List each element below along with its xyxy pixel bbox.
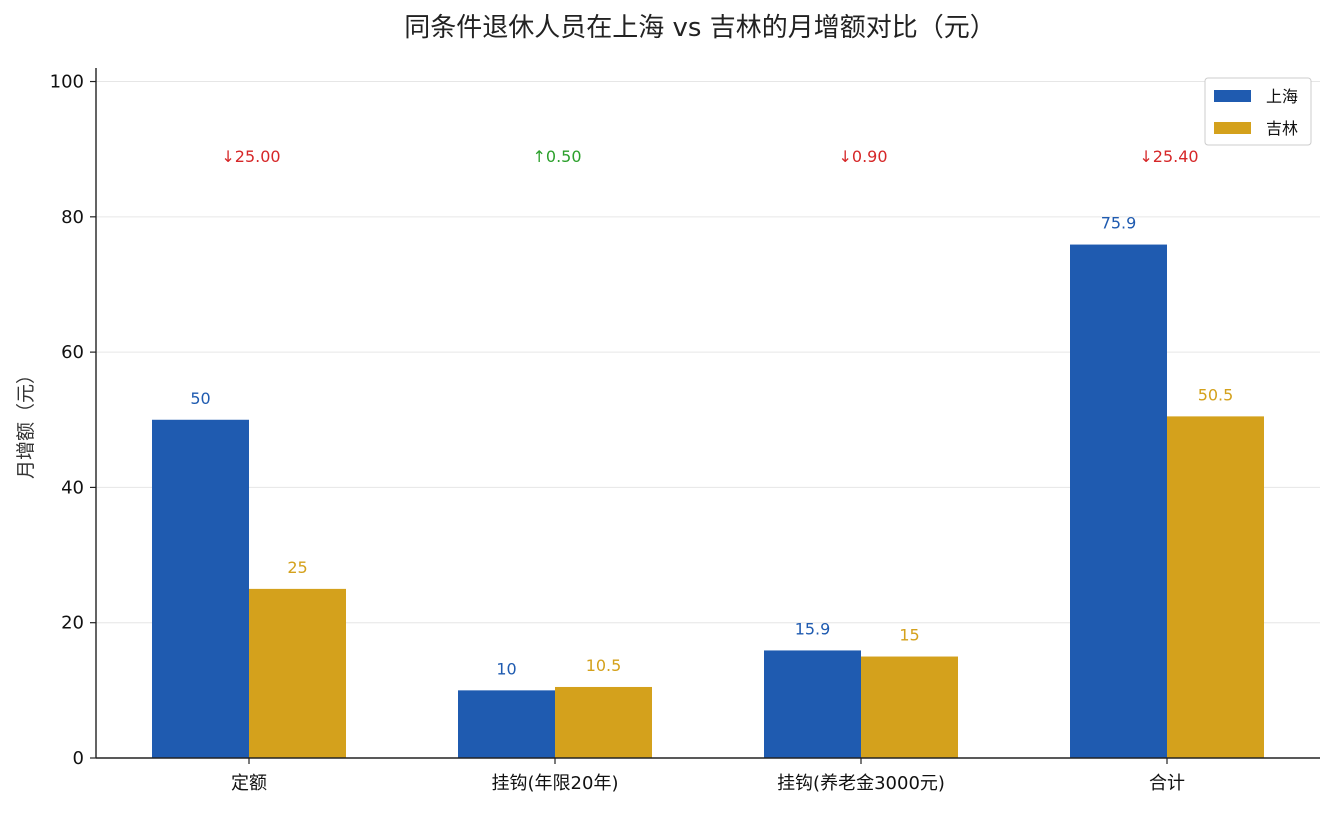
legend-label: 吉林 xyxy=(1266,119,1298,138)
chart-title: 同条件退休人员在上海 vs 吉林的月增额对比（元） xyxy=(404,13,995,43)
legend-label: 上海 xyxy=(1266,87,1298,106)
bar-series2 xyxy=(555,686,652,758)
bar-series1 xyxy=(764,650,861,758)
bar-series2 xyxy=(1167,416,1264,758)
x-tick-label: 挂钩(年限20年) xyxy=(492,773,619,794)
bar-series1 xyxy=(152,419,249,758)
axes: 0 20 40 60 80 100 定额 挂钩(年限20年) 挂钩(养老金3000元) 合计 xyxy=(50,68,1320,794)
difference-annotation: ↓0.90 xyxy=(838,147,887,166)
difference-annotation: ↓25.40 xyxy=(1139,147,1198,166)
bar-value-label: 75.9 xyxy=(1101,214,1137,233)
legend-swatch xyxy=(1214,122,1251,134)
bars-group xyxy=(152,244,1264,758)
bar-series1 xyxy=(458,690,555,758)
bar-series2 xyxy=(249,588,346,758)
bar-value-label: 15.9 xyxy=(795,619,831,638)
y-tick-label: 40 xyxy=(61,477,84,498)
bar-value-label: 10 xyxy=(496,659,516,678)
bar-value-label: 15 xyxy=(899,626,919,645)
legend-swatch xyxy=(1214,90,1251,102)
y-axis-label: 月增额（元） xyxy=(15,365,37,479)
x-tick-label: 挂钩(养老金3000元) xyxy=(777,773,945,794)
x-tick-label: 定额 xyxy=(231,773,267,794)
difference-annotation: ↓25.00 xyxy=(221,147,280,166)
y-tick-label: 60 xyxy=(61,342,84,363)
x-tick-label: 合计 xyxy=(1149,773,1185,794)
bar-value-label: 25 xyxy=(287,558,307,577)
bar-value-label: 50 xyxy=(190,389,210,408)
bar-value-label: 50.5 xyxy=(1198,385,1234,404)
difference-annotation: ↑0.50 xyxy=(532,147,581,166)
y-tick-label: 80 xyxy=(61,207,84,228)
y-tick-label: 0 xyxy=(73,748,84,769)
y-tick-label: 100 xyxy=(50,72,84,93)
bar-series2 xyxy=(861,656,958,758)
labels-group: 50 25 ↓25.00 10 10.5 ↑0.50 15.9 15 ↓0.90 75.9 50.5… xyxy=(190,147,1233,678)
bar-value-label: 10.5 xyxy=(586,656,622,675)
bar-series1 xyxy=(1070,244,1167,758)
y-tick-label: 20 xyxy=(61,613,84,634)
